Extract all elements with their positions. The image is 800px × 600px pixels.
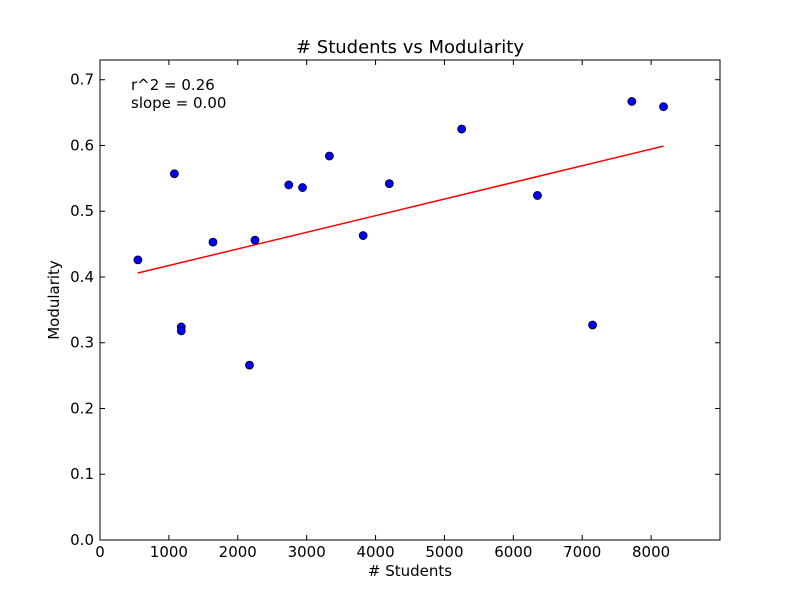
y-tick-label: 0.2 bbox=[70, 399, 94, 417]
y-tick-label: 0.1 bbox=[70, 465, 94, 483]
data-point bbox=[358, 231, 368, 240]
points-layer bbox=[133, 97, 668, 370]
data-point bbox=[627, 97, 637, 106]
x-tick-label: 4000 bbox=[356, 543, 394, 561]
chart-title: # Students vs Modularity bbox=[296, 37, 524, 58]
data-point bbox=[245, 360, 254, 370]
data-point bbox=[588, 320, 597, 330]
data-point bbox=[659, 102, 668, 112]
plot-area bbox=[100, 60, 720, 540]
data-point bbox=[208, 237, 218, 247]
y-tick-label: 0.0 bbox=[70, 531, 94, 549]
fit-line-layer bbox=[137, 145, 664, 274]
y-tick-label: 0.3 bbox=[70, 334, 94, 352]
data-point bbox=[533, 191, 542, 200]
x-tick-label: 8000 bbox=[632, 543, 670, 561]
data-point bbox=[298, 183, 307, 192]
data-point bbox=[176, 326, 186, 336]
data-point bbox=[250, 235, 260, 245]
data-point bbox=[284, 180, 294, 190]
x-tick-label: 5000 bbox=[425, 543, 463, 561]
plot-frame bbox=[99, 59, 721, 541]
x-tick-label: 3000 bbox=[288, 543, 326, 561]
x-tick-label: 2000 bbox=[219, 543, 257, 561]
y-tick-label: 0.4 bbox=[70, 268, 94, 286]
x-axis-label: # Students bbox=[368, 562, 452, 580]
r-squared-annotation: r^2 = 0.26 bbox=[131, 76, 215, 94]
y-tick-label: 0.5 bbox=[70, 202, 94, 220]
data-point bbox=[169, 169, 179, 179]
x-axis-ticks: 0 1000 2000 3000 4000 5000 6000 7000 8000 bbox=[95, 60, 670, 561]
y-axis-label: Modularity bbox=[45, 260, 63, 340]
y-tick-label: 0.6 bbox=[70, 136, 94, 154]
x-tick-label: 7000 bbox=[563, 543, 601, 561]
y-tick-label: 0.7 bbox=[70, 71, 94, 89]
data-point bbox=[133, 255, 143, 265]
regression-line bbox=[137, 145, 664, 274]
x-tick-label: 6000 bbox=[494, 543, 532, 561]
y-axis-ticks: 0.0 0.1 0.2 0.3 0.4 0.5 0.6 0.7 bbox=[70, 71, 720, 549]
data-point bbox=[324, 151, 334, 161]
data-point bbox=[457, 124, 467, 134]
x-tick-label: 1000 bbox=[150, 543, 188, 561]
data-point bbox=[384, 179, 394, 189]
slope-annotation: slope = 0.00 bbox=[131, 94, 226, 112]
x-tick-label: 0 bbox=[95, 543, 105, 561]
